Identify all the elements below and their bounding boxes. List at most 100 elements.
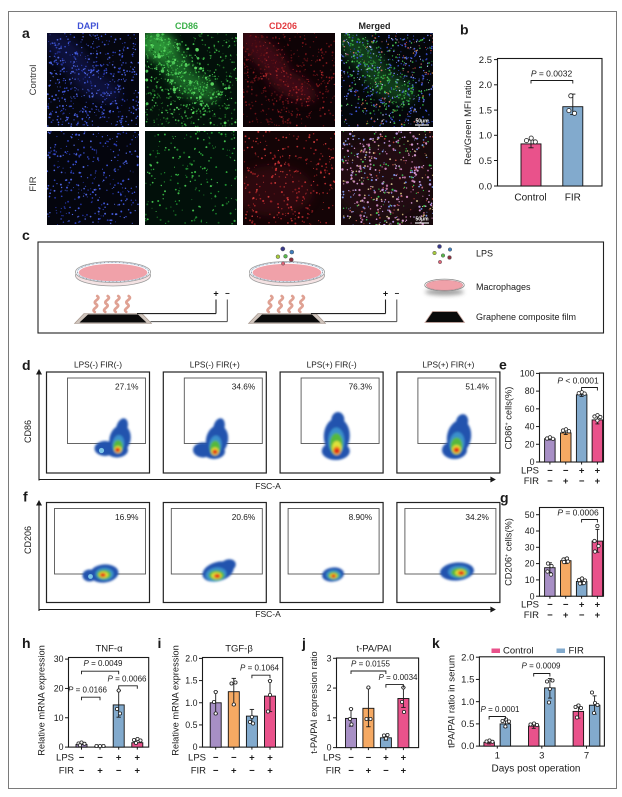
svg-text:CD86: CD86 — [23, 420, 33, 443]
svg-text:30: 30 — [54, 654, 64, 664]
svg-text:20: 20 — [525, 439, 535, 449]
svg-text:60: 60 — [525, 404, 535, 414]
svg-text:+: + — [563, 610, 569, 621]
svg-text:LPS: LPS — [323, 753, 341, 764]
svg-text:+: + — [97, 766, 103, 777]
svg-text:+: + — [383, 289, 388, 299]
svg-text:40: 40 — [525, 526, 535, 536]
svg-text:−: − — [116, 766, 122, 777]
svg-text:+: + — [595, 610, 601, 621]
svg-text:f: f — [23, 489, 28, 505]
svg-text:+: + — [383, 753, 389, 764]
svg-text:FIR: FIR — [524, 610, 539, 621]
svg-text:j: j — [301, 635, 306, 651]
svg-text:1.5: 1.5 — [185, 676, 197, 686]
svg-text:0.0: 0.0 — [461, 741, 474, 752]
svg-text:51.4%: 51.4% — [465, 382, 489, 392]
svg-text:+: + — [213, 289, 218, 299]
svg-text:FIR: FIR — [524, 476, 539, 487]
svg-text:−: − — [579, 476, 585, 487]
svg-text:1.0: 1.0 — [479, 131, 492, 142]
svg-text:P = 0.1064: P = 0.1064 — [240, 663, 279, 672]
svg-text:P = 0.0166: P = 0.0166 — [68, 685, 107, 694]
svg-text:−: − — [213, 766, 219, 777]
svg-text:0.5: 0.5 — [461, 719, 474, 730]
svg-text:FIR: FIR — [326, 766, 341, 777]
svg-text:2.0: 2.0 — [185, 654, 197, 664]
svg-text:1: 1 — [495, 751, 500, 762]
svg-text:−: − — [579, 610, 585, 621]
svg-text:8.90%: 8.90% — [349, 512, 373, 522]
svg-text:−: − — [366, 753, 372, 764]
svg-text:+: + — [366, 766, 372, 777]
svg-text:LPS: LPS — [521, 600, 539, 611]
svg-text:0.5: 0.5 — [185, 720, 197, 730]
svg-text:+: + — [135, 766, 141, 777]
svg-text:LPS: LPS — [188, 753, 206, 764]
svg-text:−: − — [79, 766, 85, 777]
svg-text:Relative mRNA expression: Relative mRNA expression — [171, 645, 181, 756]
svg-text:P = 0.0009: P = 0.0009 — [522, 662, 561, 671]
svg-text:−: − — [97, 753, 103, 764]
svg-text:1.0: 1.0 — [185, 698, 197, 708]
svg-text:P = 0.0066: P = 0.0066 — [108, 675, 147, 684]
svg-text:+: + — [116, 753, 122, 764]
svg-text:−: − — [231, 753, 237, 764]
svg-text:b: b — [460, 22, 469, 38]
svg-text:CD86+ cells(%): CD86+ cells(%) — [504, 387, 514, 450]
svg-text:100: 100 — [520, 369, 535, 379]
svg-text:16.9%: 16.9% — [115, 512, 139, 522]
svg-text:−: − — [547, 610, 553, 621]
svg-text:P < 0.0001: P < 0.0001 — [557, 375, 599, 385]
svg-text:−: − — [547, 466, 553, 477]
svg-text:+: + — [595, 476, 601, 487]
svg-text:+: + — [267, 753, 273, 764]
svg-text:a: a — [22, 25, 30, 41]
svg-text:i: i — [158, 635, 162, 651]
svg-text:2.0: 2.0 — [461, 652, 474, 663]
svg-text:g: g — [500, 490, 509, 506]
svg-text:FIR: FIR — [569, 646, 584, 657]
svg-text:CD206: CD206 — [269, 21, 297, 31]
svg-text:0: 0 — [193, 742, 198, 752]
svg-text:1.5: 1.5 — [461, 675, 474, 686]
svg-text:40: 40 — [525, 422, 535, 432]
svg-text:0: 0 — [59, 742, 64, 752]
svg-text:LPS: LPS — [521, 466, 539, 477]
svg-text:0.5: 0.5 — [479, 156, 492, 167]
svg-text:10: 10 — [525, 575, 535, 585]
svg-text:−: − — [563, 466, 569, 477]
svg-text:1: 1 — [327, 713, 332, 723]
svg-text:h: h — [22, 635, 31, 651]
svg-text:−: − — [383, 766, 389, 777]
svg-text:34.2%: 34.2% — [465, 512, 489, 522]
svg-text:c: c — [22, 227, 30, 243]
svg-text:+: + — [401, 753, 407, 764]
svg-text:tPA/PAI ratio in serum: tPA/PAI ratio in serum — [447, 655, 458, 748]
svg-text:FIR: FIR — [28, 176, 39, 191]
svg-text:3: 3 — [327, 653, 332, 663]
svg-text:Control: Control — [28, 65, 39, 96]
svg-text:FSC-A: FSC-A — [255, 609, 281, 619]
svg-text:20: 20 — [525, 559, 535, 569]
svg-text:Days post operation: Days post operation — [492, 764, 581, 775]
svg-text:−: − — [547, 600, 553, 611]
svg-text:76.3%: 76.3% — [349, 382, 373, 392]
svg-text:+: + — [267, 766, 273, 777]
svg-text:FIR: FIR — [565, 193, 581, 204]
svg-text:P = 0.0032: P = 0.0032 — [531, 68, 573, 78]
svg-text:FIR: FIR — [191, 766, 206, 777]
svg-text:+: + — [231, 766, 237, 777]
svg-text:P = 0.0049: P = 0.0049 — [84, 659, 123, 668]
svg-text:80: 80 — [525, 386, 535, 396]
svg-text:30: 30 — [525, 542, 535, 552]
svg-text:+: + — [401, 766, 407, 777]
svg-text:Graphene composite film: Graphene composite film — [476, 312, 576, 322]
svg-text:P = 0.0001: P = 0.0001 — [481, 705, 520, 714]
svg-text:−: − — [79, 753, 85, 764]
svg-text:+: + — [249, 753, 255, 764]
svg-text:2.5: 2.5 — [479, 55, 492, 66]
svg-text:e: e — [499, 357, 507, 373]
svg-text:LPS(-) FIR(+): LPS(-) FIR(+) — [190, 359, 240, 369]
svg-text:+: + — [595, 600, 601, 611]
